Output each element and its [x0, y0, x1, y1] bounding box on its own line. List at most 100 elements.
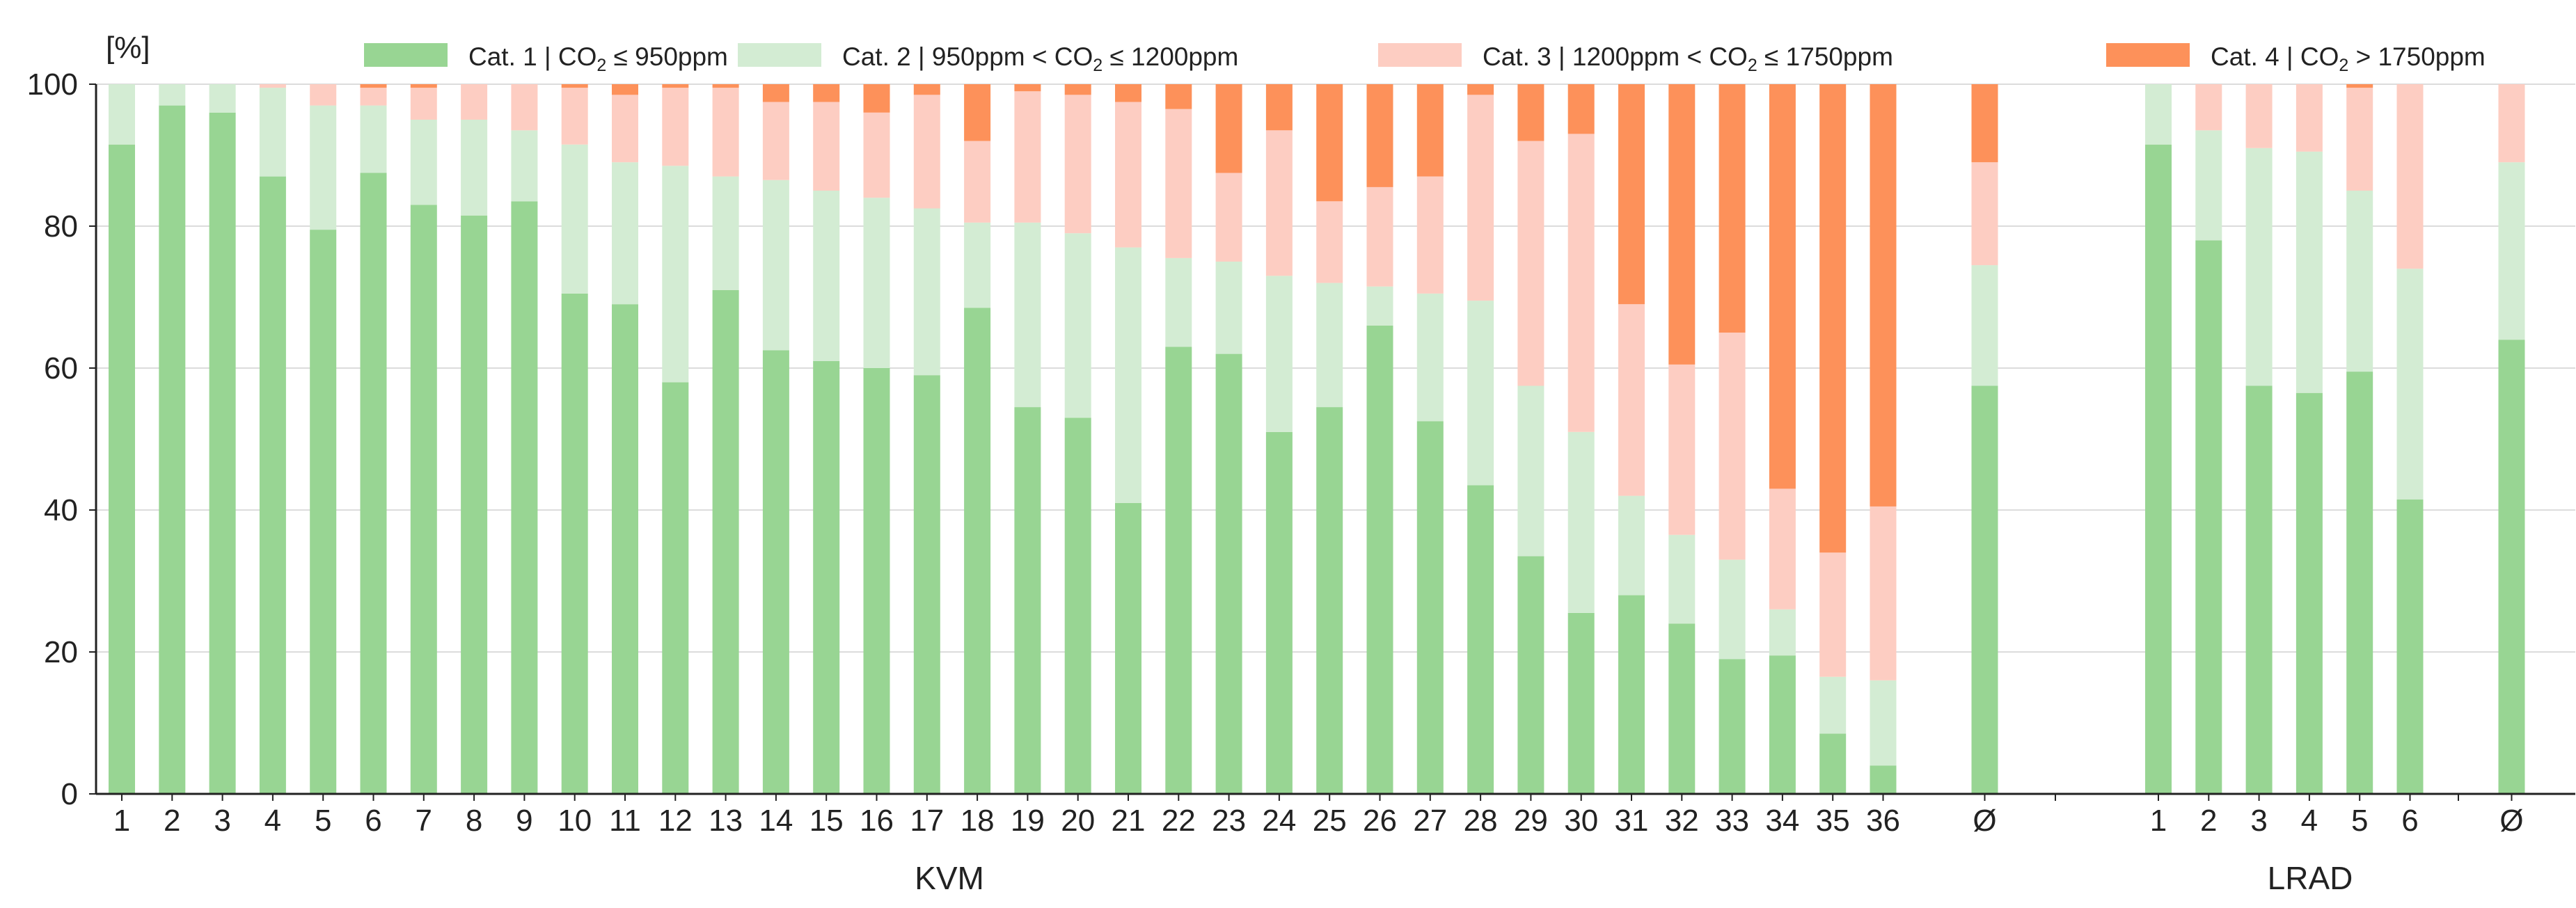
bar-kvm-24-cat2 — [1265, 276, 1293, 432]
bar-kvm-5-cat3 — [310, 84, 337, 106]
bar-kvm-12-cat3 — [662, 88, 689, 166]
bar-kvm-25-cat4 — [1316, 84, 1343, 202]
bar-kvm-26-cat2 — [1366, 286, 1393, 326]
bar-kvm-8-cat1 — [461, 215, 488, 794]
x-tick-label: 14 — [759, 804, 793, 838]
bar-kvm-35-cat3 — [1819, 552, 1847, 677]
bar-kvm-28-cat3 — [1467, 95, 1494, 301]
bar-kvm-27-cat4 — [1416, 84, 1444, 177]
bar-kvm-14-cat1 — [762, 350, 789, 794]
bar-kvm-7-cat4 — [410, 84, 437, 88]
bar-kvm-6-cat4 — [360, 84, 387, 88]
bar-lrad-2-cat3 — [2195, 84, 2222, 131]
bar-kvm-1-cat2 — [109, 84, 135, 145]
x-tick-label: 33 — [1715, 804, 1749, 838]
group-label-kvm: KVM — [915, 860, 984, 896]
bar-kvm-8-cat2 — [461, 120, 488, 216]
y-tick-label: 100 — [27, 67, 78, 102]
bar-kvm-30-cat4 — [1567, 84, 1595, 134]
bar-lrad-7-cat2 — [2498, 162, 2525, 340]
bar-kvm-3-cat1 — [209, 112, 236, 795]
bar-kvm-9-cat3 — [511, 84, 538, 131]
bar-kvm-37-cat1 — [1971, 385, 1998, 794]
bar-kvm-9-cat1 — [511, 201, 538, 794]
legend-swatch-cat3 — [1378, 43, 1462, 67]
group-label-lrad: LRAD — [2268, 860, 2353, 896]
bar-kvm-34-cat4 — [1769, 84, 1796, 489]
bar-kvm-35-cat2 — [1819, 676, 1847, 734]
x-tick-label: 1 — [113, 804, 130, 838]
bar-kvm-16-cat4 — [863, 84, 890, 113]
x-tick-label: 1 — [2150, 804, 2167, 838]
x-tick-label: 11 — [609, 804, 641, 838]
y-tick-label: 80 — [44, 209, 78, 244]
x-tick-label: 4 — [264, 804, 281, 838]
bar-kvm-32-cat3 — [1668, 364, 1696, 535]
x-tick-label: 17 — [910, 804, 944, 838]
bar-kvm-25-cat2 — [1316, 282, 1343, 408]
bar-kvm-2-cat1 — [159, 105, 186, 795]
bar-kvm-19-cat2 — [1014, 222, 1041, 408]
bar-kvm-30-cat3 — [1567, 134, 1595, 432]
bar-kvm-26-cat4 — [1366, 84, 1393, 187]
y-tick-label: 20 — [44, 635, 78, 669]
bar-kvm-6-cat3 — [360, 88, 387, 106]
bar-kvm-36-cat3 — [1870, 506, 1897, 680]
bar-kvm-18-cat1 — [964, 308, 991, 794]
bar-lrad-4-cat1 — [2296, 392, 2323, 794]
bar-lrad-3-cat3 — [2245, 84, 2273, 148]
x-tick-label: 10 — [558, 804, 592, 838]
bar-lrad-4-cat2 — [2296, 151, 2323, 393]
bar-kvm-19-cat1 — [1014, 407, 1041, 794]
bar-kvm-21-cat1 — [1115, 502, 1141, 794]
x-tick-label: 21 — [1112, 804, 1146, 838]
bar-lrad-2-cat2 — [2195, 130, 2222, 241]
x-tick-label: 8 — [466, 804, 482, 838]
bar-kvm-37-cat2 — [1971, 265, 1998, 386]
bar-kvm-13-cat4 — [712, 84, 739, 88]
legend-swatch-cat4 — [2106, 43, 2190, 67]
bar-kvm-14-cat2 — [762, 180, 789, 351]
x-tick-label: 31 — [1615, 804, 1649, 838]
bar-kvm-15-cat4 — [813, 84, 840, 102]
bar-kvm-21-cat3 — [1115, 102, 1141, 248]
bar-kvm-17-cat1 — [913, 375, 940, 794]
y-axis-label: [%] — [106, 31, 150, 65]
x-tick-label: 34 — [1765, 804, 1799, 838]
bar-kvm-4-cat3 — [259, 84, 286, 88]
bar-kvm-23-cat4 — [1215, 84, 1242, 173]
bar-kvm-9-cat2 — [511, 130, 538, 202]
bar-kvm-15-cat1 — [813, 360, 840, 794]
x-tick-label: 5 — [2351, 804, 2368, 838]
x-tick-label: 13 — [709, 804, 743, 838]
bar-kvm-29-cat4 — [1517, 84, 1544, 141]
bar-kvm-15-cat3 — [813, 102, 840, 191]
bar-kvm-7-cat1 — [410, 205, 437, 794]
bar-kvm-8-cat3 — [461, 84, 488, 120]
x-tick-label: 35 — [1816, 804, 1850, 838]
bar-kvm-27-cat2 — [1416, 293, 1444, 422]
bar-kvm-29-cat2 — [1517, 385, 1544, 557]
bar-lrad-5-cat4 — [2346, 84, 2373, 88]
bar-kvm-31-cat2 — [1618, 495, 1645, 596]
x-tick-label: 22 — [1162, 804, 1196, 838]
bar-kvm-11-cat2 — [612, 162, 638, 305]
bar-kvm-20-cat1 — [1064, 417, 1091, 794]
y-tick-label: 60 — [44, 351, 78, 385]
bar-kvm-28-cat4 — [1467, 84, 1494, 95]
bar-kvm-1-cat1 — [109, 144, 135, 794]
bar-kvm-24-cat1 — [1265, 431, 1293, 794]
bar-kvm-21-cat2 — [1115, 247, 1141, 503]
x-tick-label: 23 — [1212, 804, 1246, 838]
bar-kvm-34-cat3 — [1769, 488, 1796, 610]
x-tick-label: 25 — [1313, 804, 1347, 838]
bar-lrad-4-cat3 — [2296, 84, 2323, 152]
bar-kvm-32-cat2 — [1668, 534, 1696, 624]
bar-kvm-6-cat2 — [360, 105, 387, 173]
bar-kvm-33-cat4 — [1718, 84, 1746, 333]
x-tick-label: 15 — [809, 804, 844, 838]
y-tick-label: 40 — [44, 493, 78, 527]
x-tick-label: 19 — [1011, 804, 1045, 838]
bar-kvm-28-cat2 — [1467, 301, 1494, 486]
